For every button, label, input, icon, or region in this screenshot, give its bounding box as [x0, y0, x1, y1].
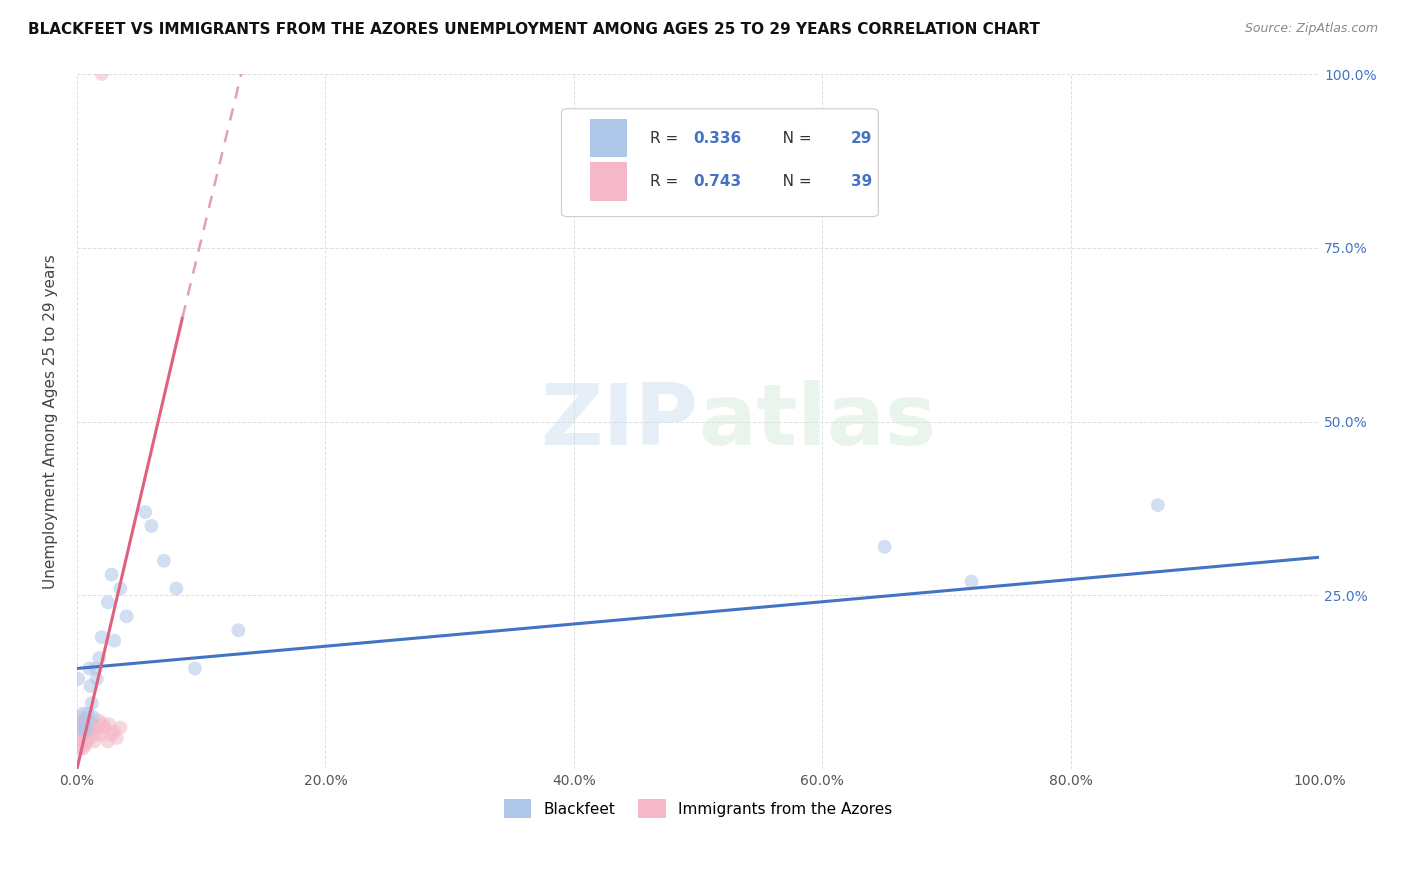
FancyBboxPatch shape — [561, 109, 879, 217]
Point — [165, 582, 187, 596]
Point — [77, 706, 100, 721]
Point — [70, 717, 93, 731]
Point — [91, 717, 114, 731]
Point — [90, 67, 112, 81]
Point — [960, 574, 983, 589]
Text: 0.336: 0.336 — [693, 131, 741, 145]
Text: N =: N = — [768, 131, 817, 145]
Point — [67, 714, 90, 728]
Point — [75, 738, 97, 752]
Y-axis label: Unemployment Among Ages 25 to 29 years: Unemployment Among Ages 25 to 29 years — [44, 254, 58, 589]
Point — [153, 554, 176, 568]
Point — [84, 661, 107, 675]
Point — [67, 734, 90, 748]
Point — [79, 679, 101, 693]
Point — [75, 724, 97, 739]
Point — [77, 727, 100, 741]
Point — [69, 710, 91, 724]
Point — [86, 672, 108, 686]
Point — [67, 721, 90, 735]
Point — [79, 661, 101, 675]
Text: BLACKFEET VS IMMIGRANTS FROM THE AZORES UNEMPLOYMENT AMONG AGES 25 TO 29 YEARS C: BLACKFEET VS IMMIGRANTS FROM THE AZORES … — [28, 22, 1040, 37]
Point — [110, 582, 132, 596]
Text: 39: 39 — [851, 174, 872, 189]
Point — [134, 505, 156, 519]
Point — [89, 714, 111, 728]
Point — [69, 741, 91, 756]
Point — [82, 717, 104, 731]
Point — [67, 672, 90, 686]
Point — [73, 731, 96, 745]
Text: ZIP: ZIP — [540, 380, 699, 463]
Point — [79, 724, 101, 739]
Point — [72, 724, 94, 739]
Point — [141, 519, 163, 533]
Point — [1147, 498, 1170, 512]
Legend: Blackfeet, Immigrants from the Azores: Blackfeet, Immigrants from the Azores — [498, 793, 898, 824]
Point — [100, 567, 122, 582]
Text: atlas: atlas — [699, 380, 936, 463]
Point — [82, 710, 104, 724]
Point — [103, 633, 125, 648]
Point — [76, 734, 98, 748]
Point — [84, 721, 107, 735]
Point — [72, 741, 94, 756]
Point — [73, 714, 96, 728]
Point — [86, 727, 108, 741]
Point — [100, 727, 122, 741]
Point — [98, 717, 121, 731]
Point — [76, 721, 98, 735]
Point — [93, 721, 115, 735]
Point — [83, 734, 105, 748]
Text: N =: N = — [768, 174, 817, 189]
Point — [103, 724, 125, 739]
Point — [69, 724, 91, 739]
Point — [73, 714, 96, 728]
Point — [80, 696, 103, 710]
Point — [873, 540, 896, 554]
Point — [72, 706, 94, 721]
Point — [79, 731, 101, 745]
Point — [97, 595, 120, 609]
Point — [70, 734, 93, 748]
Point — [69, 721, 91, 735]
Point — [67, 724, 90, 739]
Text: Source: ZipAtlas.com: Source: ZipAtlas.com — [1244, 22, 1378, 36]
Point — [66, 727, 89, 741]
Point — [87, 721, 110, 735]
Text: 29: 29 — [851, 131, 872, 145]
Point — [75, 721, 97, 735]
Point — [67, 741, 90, 756]
Text: R =: R = — [650, 174, 683, 189]
Point — [228, 624, 250, 638]
Point — [184, 661, 207, 675]
Point — [77, 714, 100, 728]
Point — [80, 724, 103, 739]
Point — [115, 609, 138, 624]
Point — [110, 721, 132, 735]
Point — [89, 651, 111, 665]
Point — [90, 727, 112, 741]
Point — [97, 734, 120, 748]
Point — [105, 731, 128, 745]
Text: 0.743: 0.743 — [693, 174, 741, 189]
Point — [90, 630, 112, 644]
FancyBboxPatch shape — [591, 162, 627, 201]
FancyBboxPatch shape — [591, 120, 627, 158]
Text: R =: R = — [650, 131, 683, 145]
